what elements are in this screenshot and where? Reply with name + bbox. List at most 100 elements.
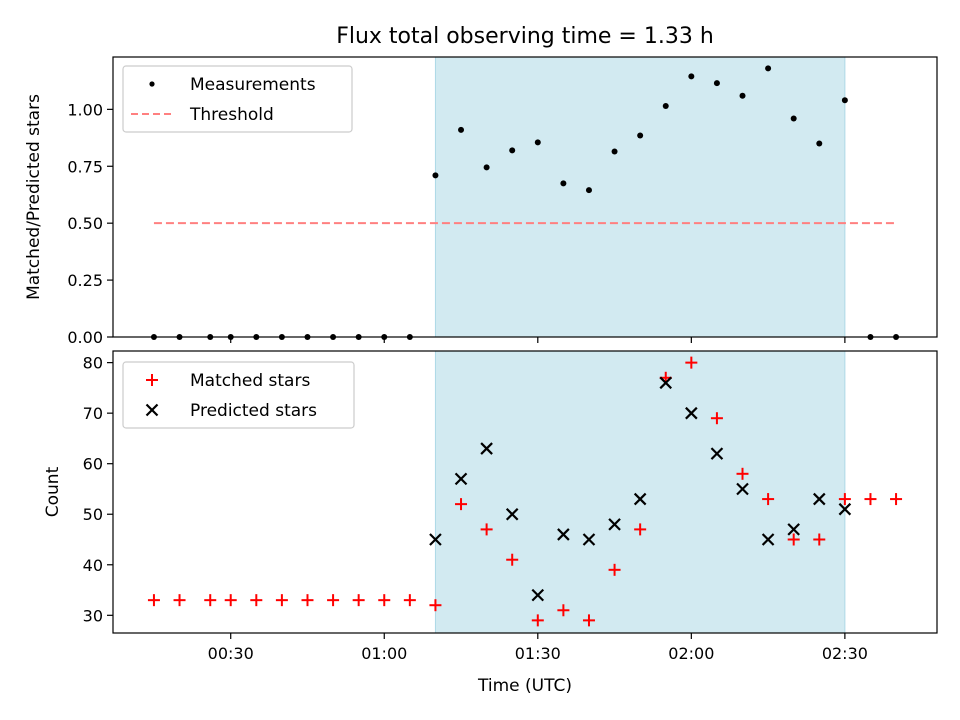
measurement-point — [458, 126, 465, 133]
matched-star-point — [147, 594, 160, 607]
top-x-ticks — [230, 337, 846, 343]
predicted-star-point — [582, 533, 596, 546]
y-tick-label: 0.00 — [67, 328, 103, 347]
matched-star-point — [224, 594, 237, 607]
bottom-panel: 30 40 50 60 70 80 00:30 01:00 01:30 02:00 02:30 C… — [43, 350, 938, 696]
measurement-point — [713, 80, 720, 87]
bottom-y-axis-label: Count — [43, 466, 63, 517]
y-tick-label: 1.00 — [67, 100, 103, 119]
measurement-point — [790, 115, 797, 122]
legend-marker-measurements — [149, 81, 155, 87]
bottom-axes-frame — [112, 350, 938, 634]
legend-label-threshold: Threshold — [189, 105, 274, 125]
matched-star-point — [608, 563, 621, 576]
legend-label-measurements: Measurements — [190, 75, 316, 95]
observing-window-top — [434, 56, 846, 338]
matched-star-point — [710, 412, 723, 425]
chart-title: Flux total observing time = 1.33 h — [336, 24, 714, 49]
matched-star-point — [378, 594, 391, 607]
y-tick-label: 40 — [83, 556, 103, 575]
matched-star-point — [204, 594, 217, 607]
bottom-x-ticks: 00:30 01:00 01:30 02:00 02:30 — [208, 633, 868, 663]
matched-star-point — [838, 493, 851, 506]
predicted-star-point — [813, 492, 826, 506]
matched-star-point — [301, 594, 314, 607]
measurement-point — [432, 172, 439, 179]
measurement-point — [637, 132, 644, 139]
measurement-point — [739, 92, 746, 99]
measurement-point — [816, 140, 823, 147]
matched-star-point — [813, 533, 826, 546]
matched-star-point — [403, 594, 416, 607]
y-tick-label: 0.50 — [67, 214, 103, 233]
matched-star-point — [480, 523, 493, 536]
predicted-star-point — [480, 442, 493, 455]
y-tick-label: 70 — [83, 404, 103, 423]
matched-star-point — [429, 599, 442, 612]
bottom-y-ticks: 30 40 50 60 70 80 — [83, 354, 113, 625]
observing-window-bottom — [434, 350, 846, 634]
x-tick-label: 00:30 — [208, 644, 254, 663]
x-tick-label: 02:00 — [668, 644, 714, 663]
predicted-star-point — [659, 376, 673, 390]
measurement-point — [483, 164, 490, 171]
matched-star-point — [762, 493, 775, 506]
measurement-point — [611, 148, 618, 155]
matched-star-point — [890, 493, 903, 506]
legend-label-predicted-stars: Predicted stars — [190, 401, 317, 421]
y-tick-label: 60 — [83, 455, 103, 474]
measurement-point — [688, 73, 695, 80]
predicted-star-point — [787, 523, 800, 536]
y-tick-label: 0.75 — [67, 157, 103, 176]
matched-star-point — [531, 614, 544, 627]
measurement-point — [560, 180, 567, 187]
legend-marker-matched-stars — [146, 374, 158, 386]
y-tick-label: 80 — [83, 354, 103, 373]
bottom-legend-box — [122, 361, 355, 429]
x-tick-label: 02:30 — [822, 644, 868, 663]
matched-star-point — [506, 553, 519, 566]
top-legend: Measurements Threshold — [122, 65, 353, 133]
predicted-star-point — [685, 406, 698, 420]
y-tick-label: 0.25 — [67, 271, 103, 290]
measurement-point — [765, 65, 772, 72]
matched-star-point — [352, 594, 365, 607]
top-panel: 0.00 0.25 0.50 0.75 1.00 Matched/Predicted s… — [24, 56, 938, 347]
predicted-star-point — [710, 447, 724, 460]
y-tick-label: 50 — [83, 505, 103, 524]
predicted-star-point — [761, 533, 775, 546]
top-y-axis-label: Matched/Predicted stars — [24, 94, 44, 300]
x-tick-label: 01:00 — [361, 644, 407, 663]
matched-star-point — [327, 594, 340, 607]
matched-star-point — [455, 498, 468, 511]
legend-label-matched-stars: Matched stars — [190, 371, 310, 391]
predicted-star-point — [633, 492, 647, 506]
predicted-star-point — [454, 472, 468, 486]
top-axes-frame — [112, 56, 938, 338]
legend-x-glyph — [145, 403, 159, 417]
y-tick-label: 30 — [83, 606, 103, 625]
measurement-point — [585, 187, 592, 194]
measurement-point — [509, 147, 516, 154]
matched-star-point — [685, 356, 698, 369]
x-axis-label: Time (UTC) — [477, 676, 572, 696]
matched-star-point — [250, 594, 263, 607]
bottom-legend: Matched stars Predicted stars — [122, 361, 355, 429]
x-tick-label: 01:30 — [515, 644, 561, 663]
predicted-star-point — [505, 507, 519, 521]
top-y-ticks: 0.00 0.25 0.50 0.75 1.00 — [67, 100, 113, 347]
matched-star-point — [736, 467, 749, 480]
matched-star-point — [787, 533, 800, 546]
matched-star-point — [582, 614, 595, 627]
counts-series — [147, 356, 903, 627]
predicted-star-point — [531, 588, 545, 602]
matched-star-point — [864, 493, 877, 506]
legend-marker-predicted-stars — [145, 403, 159, 417]
predicted-star-point — [838, 502, 852, 516]
measurement-point — [662, 102, 669, 109]
measurement-point — [841, 97, 848, 104]
matched-star-point — [557, 604, 570, 617]
predicted-star-point — [557, 528, 570, 541]
matched-star-point — [275, 594, 288, 607]
